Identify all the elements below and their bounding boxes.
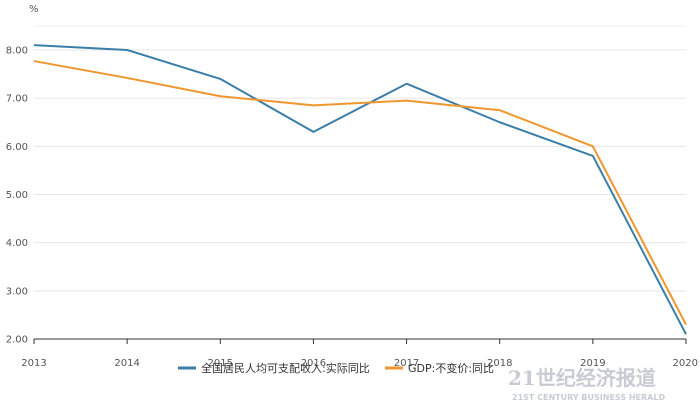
x-tick-label: 2017: [394, 358, 419, 369]
y-axis-ticks: 2.00 3.00 4.00 5.00 6.00 7.00 8.00: [6, 46, 28, 346]
y-tick-label: 6.00: [6, 142, 28, 153]
legend-label-income: 全国居民人均可支配收入:实际同比: [201, 361, 370, 375]
series-line-income: [33, 44, 687, 335]
y-tick-label: 7.00: [6, 94, 28, 105]
legend: 全国居民人均可支配收入:实际同比 GDP:不变价:同比: [178, 361, 494, 375]
watermark-en-text: 21ST CENTURY BUSINESS HERALD: [512, 393, 665, 402]
y-tick-label: 2.00: [6, 335, 28, 346]
watermark-logo: 21世纪经济报道 21ST CENTURY BUSINESS HERALD: [508, 366, 665, 402]
x-tick-label: 2019: [580, 358, 605, 369]
watermark-cn-text: 21世纪经济报道: [508, 366, 656, 390]
x-tick-label: 2018: [487, 358, 512, 369]
x-axis-ticks: 2013 2014 2015 2016 2017 2018 2019 2020: [21, 339, 698, 369]
y-tick-label: 8.00: [6, 46, 28, 57]
y-tick-label: 5.00: [6, 190, 28, 201]
x-tick-label: 2016: [301, 358, 326, 369]
x-tick-label: 2014: [114, 358, 139, 369]
series-lines: [33, 44, 687, 335]
series-line-gdp: [33, 60, 687, 326]
y-axis-unit-label: %: [29, 4, 39, 15]
y-tick-label: 3.00: [6, 286, 28, 297]
legend-label-gdp: GDP:不变价:同比: [408, 361, 494, 375]
x-tick-label: 2013: [21, 358, 46, 369]
y-tick-label: 4.00: [6, 238, 28, 249]
x-tick-label: 2015: [208, 358, 233, 369]
x-tick-label: 2020: [673, 358, 698, 369]
grid-lines: [34, 25, 686, 292]
